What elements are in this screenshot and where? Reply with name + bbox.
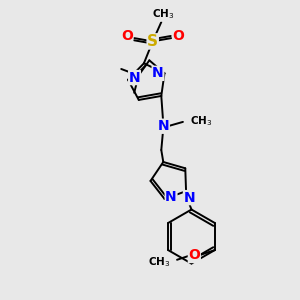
Text: S: S [147,34,158,49]
Text: O: O [121,29,133,43]
Text: CH$_3$: CH$_3$ [190,114,213,128]
Text: N: N [129,70,140,85]
Text: N: N [165,190,177,204]
Text: O: O [173,29,184,43]
Text: N: N [184,190,195,205]
Text: N: N [158,119,169,133]
Text: CH$_3$: CH$_3$ [152,8,175,21]
Text: N: N [152,66,164,80]
Text: O: O [188,248,200,262]
Text: CH$_3$: CH$_3$ [148,255,171,269]
